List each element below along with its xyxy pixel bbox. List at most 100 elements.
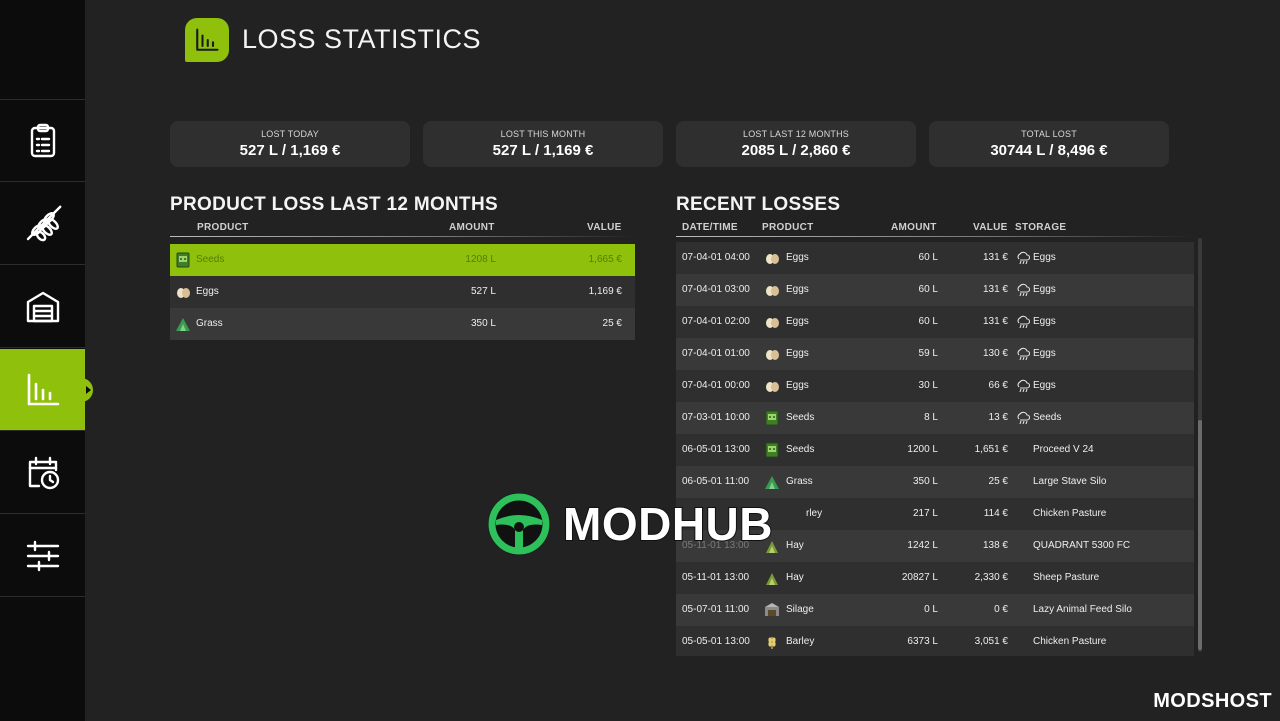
table-row[interactable]: 05-11-01 13:00 Hay 20827 L 2,330 € Sheep… bbox=[676, 562, 1194, 594]
column-header-storage[interactable]: STORAGE bbox=[1015, 222, 1067, 233]
storage: Eggs bbox=[1033, 348, 1056, 359]
column-header-product[interactable]: PRODUCT bbox=[197, 222, 249, 233]
eggs-icon bbox=[766, 254, 779, 264]
value: 0 € bbox=[994, 604, 1008, 615]
table-row[interactable]: 07-04-01 04:00 Eggs 60 L 131 € Eggs bbox=[676, 242, 1194, 274]
weather-icon bbox=[1017, 347, 1030, 361]
value: 131 € bbox=[982, 252, 1008, 263]
product-name: Seeds bbox=[786, 412, 815, 423]
seeds-icon bbox=[176, 252, 190, 268]
product-name: Eggs bbox=[786, 284, 809, 295]
amount: 1200 L bbox=[907, 444, 938, 455]
column-header-product[interactable]: PRODUCT bbox=[762, 222, 814, 233]
table-row[interactable]: 05-07-01 11:00 Silage 0 L 0 € Lazy Anima… bbox=[676, 594, 1194, 626]
seeds-icon bbox=[765, 442, 779, 458]
table-row[interactable]: 06-05-01 11:00 Grass 350 L 25 € Large St… bbox=[676, 466, 1194, 498]
sidebar-item-crops[interactable] bbox=[0, 183, 85, 265]
datetime: 05-05-01 13:00 bbox=[682, 636, 750, 647]
eggs-icon bbox=[766, 382, 779, 392]
column-header-amount[interactable]: AMOUNT bbox=[449, 222, 495, 233]
storage: Eggs bbox=[1033, 252, 1056, 263]
stat-label: LOST LAST 12 MONTHS bbox=[743, 129, 849, 139]
column-header-value[interactable]: VALUE bbox=[587, 222, 622, 233]
table-row[interactable]: 05-05-01 13:00 Barley 6373 L 3,051 € Chi… bbox=[676, 626, 1194, 656]
value: 114 € bbox=[983, 508, 1008, 519]
sidebar-item-storage[interactable] bbox=[0, 266, 85, 348]
value: 1,169 € bbox=[588, 286, 622, 297]
value: 1,651 € bbox=[974, 444, 1008, 455]
sidebar-item-statistics[interactable] bbox=[0, 349, 93, 431]
amount: 1208 L bbox=[465, 254, 496, 265]
bar-chart-icon bbox=[196, 28, 219, 51]
amount: 6373 L bbox=[907, 636, 938, 647]
datetime: 05-11-01 13:00 bbox=[682, 572, 750, 583]
sidebar-item-settings[interactable] bbox=[0, 515, 85, 597]
column-header-value[interactable]: VALUE bbox=[973, 222, 1008, 233]
product-name: Eggs bbox=[786, 348, 809, 359]
page-header-icon bbox=[185, 18, 229, 62]
product-loss-table: Seeds 1208 L 1,665 € Eggs 527 L 1,169 € … bbox=[170, 244, 635, 340]
value: 131 € bbox=[982, 316, 1008, 327]
amount: 30 L bbox=[918, 380, 938, 391]
stat-card-lost-last-12-months: LOST LAST 12 MONTHS 2085 L / 2,860 € bbox=[676, 121, 916, 167]
weather-icon bbox=[1017, 379, 1030, 393]
table-row[interactable]: rley 217 L 114 € Chicken Pasture bbox=[676, 498, 1194, 530]
datetime: 07-04-01 01:00 bbox=[682, 348, 750, 359]
value: 66 € bbox=[988, 380, 1008, 391]
datetime: 07-04-01 03:00 bbox=[682, 284, 750, 295]
column-header-datetime[interactable]: DATE/TIME bbox=[682, 222, 738, 233]
amount: 60 L bbox=[918, 284, 938, 295]
table-row[interactable]: 07-04-01 01:00 Eggs 59 L 130 € Eggs bbox=[676, 338, 1194, 370]
storage: QUADRANT 5300 FC bbox=[1033, 540, 1131, 551]
datetime: 05-07-01 11:00 bbox=[682, 604, 750, 615]
column-header-amount[interactable]: AMOUNT bbox=[891, 222, 937, 233]
product-name: Grass bbox=[786, 476, 813, 487]
scrollbar-thumb[interactable] bbox=[1198, 420, 1202, 650]
table-row[interactable]: 07-04-01 02:00 Eggs 60 L 131 € Eggs bbox=[676, 306, 1194, 338]
section-divider bbox=[676, 236, 1194, 237]
amount: 60 L bbox=[918, 252, 938, 263]
sidebar-item-contracts[interactable] bbox=[0, 100, 85, 182]
amount: 8 L bbox=[924, 412, 938, 423]
value: 25 € bbox=[988, 476, 1008, 487]
table-row[interactable]: Grass 350 L 25 € bbox=[170, 308, 635, 340]
table-row[interactable]: 07-04-01 00:00 Eggs 30 L 66 € Eggs bbox=[676, 370, 1194, 402]
value: 13 € bbox=[988, 412, 1008, 423]
product-name: Eggs bbox=[786, 380, 809, 391]
datetime: 07-04-01 04:00 bbox=[682, 252, 750, 263]
active-indicator bbox=[86, 386, 91, 394]
datetime: 06-05-01 11:00 bbox=[682, 476, 750, 487]
hay-icon bbox=[766, 573, 778, 585]
storage: Eggs bbox=[1033, 316, 1056, 327]
weather-icon bbox=[1017, 283, 1030, 297]
table-row[interactable]: 06-05-01 13:00 Seeds 1200 L 1,651 € Proc… bbox=[676, 434, 1194, 466]
stat-label: LOST THIS MONTH bbox=[500, 129, 586, 139]
amount: 217 L bbox=[912, 508, 938, 519]
amount: 350 L bbox=[912, 476, 938, 487]
datetime: 06-05-01 13:00 bbox=[682, 444, 750, 455]
section-divider bbox=[170, 236, 635, 237]
value: 2,330 € bbox=[974, 572, 1008, 583]
table-row[interactable]: Seeds 1208 L 1,665 € bbox=[170, 244, 635, 276]
product-name: Seeds bbox=[196, 254, 225, 265]
sliders-icon bbox=[26, 540, 59, 571]
table-row[interactable]: 05-11-01 13:00 Hay 1242 L 138 € QUADRANT… bbox=[676, 530, 1194, 562]
seeds-icon bbox=[765, 410, 779, 426]
stat-value: 527 L / 1,169 € bbox=[239, 142, 341, 159]
stat-card-lost-this-month: LOST THIS MONTH 527 L / 1,169 € bbox=[423, 121, 663, 167]
table-row[interactable]: 07-04-01 03:00 Eggs 60 L 131 € Eggs bbox=[676, 274, 1194, 306]
storage: Sheep Pasture bbox=[1033, 572, 1100, 583]
table-row[interactable]: 07-03-01 10:00 Seeds 8 L 13 € Seeds bbox=[676, 402, 1194, 434]
amount: 1242 L bbox=[907, 540, 938, 551]
recent-losses-table[interactable]: 07-04-01 04:00 Eggs 60 L 131 € Eggs 07-0… bbox=[676, 242, 1194, 656]
calendar-clock-icon bbox=[28, 456, 59, 489]
stat-label: LOST TODAY bbox=[261, 129, 319, 139]
product-name: Eggs bbox=[786, 252, 809, 263]
weather-icon bbox=[1017, 315, 1030, 329]
sidebar-top bbox=[0, 0, 85, 100]
table-row[interactable]: Eggs 527 L 1,169 € bbox=[170, 276, 635, 308]
silage-icon bbox=[765, 603, 779, 616]
recent-losses-title: RECENT LOSSES bbox=[676, 194, 841, 215]
sidebar-item-calendar[interactable] bbox=[0, 432, 85, 514]
storage: Eggs bbox=[1033, 284, 1056, 295]
